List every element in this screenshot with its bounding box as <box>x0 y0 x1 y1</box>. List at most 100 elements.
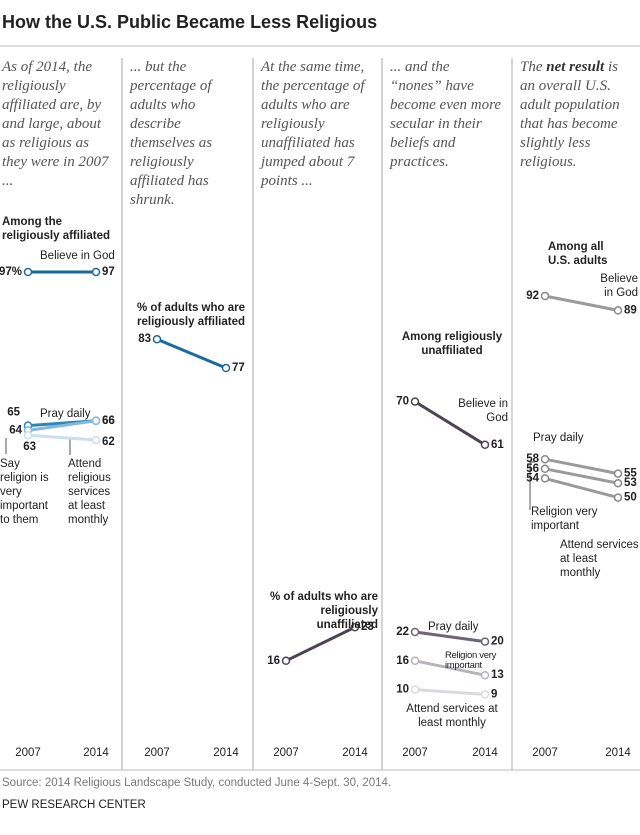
value-label: 77 <box>232 362 245 374</box>
value-label: 62 <box>102 436 115 448</box>
value-label: 9 <box>491 688 497 700</box>
point <box>480 637 490 646</box>
point <box>480 440 490 450</box>
value-label: 10 <box>396 684 409 696</box>
value-label: 83 <box>138 333 151 345</box>
slope-line <box>285 625 356 663</box>
panel-caption: The net result is an overall U.S. adult … <box>520 58 634 172</box>
point <box>350 622 360 632</box>
point <box>410 685 420 694</box>
value-label: 16 <box>267 655 280 667</box>
series-label: Believe in God <box>458 398 508 424</box>
point <box>613 306 623 315</box>
point <box>410 656 420 666</box>
series-label: Pray daily <box>428 621 479 633</box>
slope-line <box>156 337 227 370</box>
value-label: 97 <box>102 266 115 278</box>
value-label: 23 <box>361 621 374 633</box>
value-label: 89 <box>624 304 637 316</box>
series-label: Believe in God <box>600 273 638 299</box>
x-tick-label: 2007 <box>532 747 558 759</box>
slope-line <box>544 476 619 500</box>
value-label: 97% <box>0 266 22 278</box>
value-label: 53 <box>624 477 637 489</box>
x-tick-label: 2007 <box>144 747 170 759</box>
caption-bold: net result <box>546 59 605 75</box>
x-tick-label: 2014 <box>472 747 498 759</box>
point <box>152 334 162 344</box>
x-tick-label: 2007 <box>15 747 41 759</box>
source: Source: 2014 Religious Landscape Study, … <box>2 777 392 789</box>
point <box>613 478 623 488</box>
series-label: Attend services at least monthly <box>406 703 498 729</box>
caption-lead: The <box>520 59 543 75</box>
x-tick-label: 2014 <box>605 747 631 759</box>
point <box>540 464 550 474</box>
title: How the U.S. Public Became Less Religiou… <box>2 12 378 32</box>
slope-line <box>414 688 486 696</box>
point <box>23 267 33 277</box>
series-label: Pray daily <box>533 432 584 444</box>
x-tick-label: 2007 <box>402 747 428 759</box>
point <box>480 690 490 699</box>
point <box>540 454 550 464</box>
panel-caption: At the same time, the percentage of adul… <box>261 59 365 189</box>
value-label: 22 <box>396 626 409 638</box>
series-label: Attend religious services at least month… <box>68 458 111 526</box>
series-label: Say religion is very important to them <box>0 458 49 526</box>
value-label: 50 <box>624 492 637 504</box>
point <box>410 627 420 637</box>
series-label: Religion very important <box>531 506 598 532</box>
point <box>281 656 291 666</box>
panel-caption: As of 2014, the religiously affiliated a… <box>2 59 109 189</box>
value-label: 20 <box>491 636 504 648</box>
caption-text: is an overall U.S. adult population that… <box>520 59 620 170</box>
point <box>480 670 490 680</box>
slope-line <box>544 457 619 476</box>
point <box>221 363 231 373</box>
point <box>540 291 550 301</box>
value-label: 64 <box>9 424 22 436</box>
value-label: 92 <box>526 290 539 302</box>
series-label: Attend services at least monthly <box>560 539 639 579</box>
point <box>91 267 101 277</box>
x-tick-label: 2014 <box>83 747 109 759</box>
value-label: 16 <box>396 655 409 667</box>
x-tick-label: 2014 <box>213 747 239 759</box>
point <box>613 469 623 478</box>
panel-subtitle: Among religiously unaffiliated <box>401 331 503 357</box>
slope-line <box>414 400 486 447</box>
slope-line <box>544 467 619 485</box>
series-label: Pray daily <box>40 408 91 420</box>
panel-subtitle: Among the religiously affiliated <box>2 216 110 242</box>
panel-caption: ... and the “nones” have become even mor… <box>390 59 502 170</box>
value-label: 54 <box>526 472 539 484</box>
panel-subtitle: Among all U.S. adults <box>548 241 608 267</box>
value-label: 70 <box>396 396 409 408</box>
point <box>410 397 420 406</box>
slope-line <box>544 294 619 312</box>
value-label: 66 <box>102 415 115 427</box>
series-label: Believe in God <box>40 250 115 262</box>
panel-caption: ... but the percentage of adults who des… <box>130 59 213 208</box>
point <box>91 416 101 426</box>
point <box>91 435 101 445</box>
value-label: 63 <box>23 441 36 453</box>
value-label: 65 <box>7 407 20 419</box>
point <box>23 430 33 440</box>
x-tick-label: 2007 <box>273 747 299 759</box>
panel-dividers <box>121 58 513 770</box>
value-label: 58 <box>526 453 539 465</box>
panel-subtitle: % of adults who are religiously unaffili… <box>270 591 378 631</box>
panel-subtitle: % of adults who are religiously affiliat… <box>137 302 245 328</box>
slope-line <box>414 659 486 677</box>
value-label: 55 <box>624 468 637 480</box>
slope-line <box>27 433 97 442</box>
x-tick-label: 2014 <box>342 747 368 759</box>
footer: PEW RESEARCH CENTER <box>2 799 146 811</box>
slope-line <box>414 630 486 644</box>
series-label: Religion very important <box>445 650 497 671</box>
point <box>540 474 550 483</box>
